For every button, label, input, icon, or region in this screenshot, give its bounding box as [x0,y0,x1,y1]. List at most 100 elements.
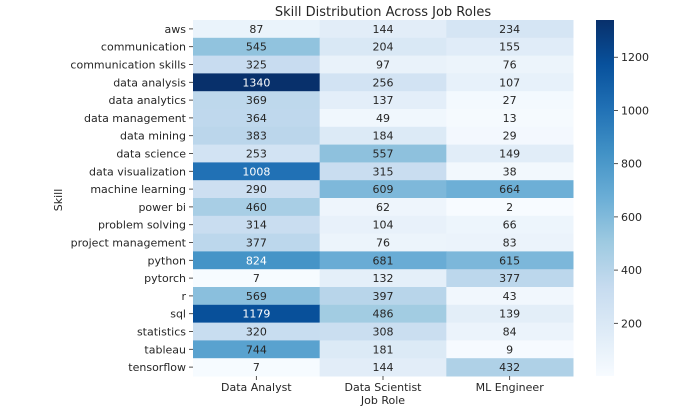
heatmap-cell [193,251,321,270]
cell-value-label: 383 [246,130,267,143]
heatmap-cell [319,126,447,146]
heatmap-cell [319,109,447,128]
row-tick-label: data science [116,148,186,161]
cell-value-label: 609 [373,183,394,196]
heatmap-cell [446,340,574,359]
heatmap-cell [446,162,574,181]
heatmap-cell [193,20,321,39]
heatmap-cell [193,162,321,181]
heatmap-cell [319,144,447,163]
heatmap-cell [446,269,574,288]
cell-value-label: 139 [499,308,520,321]
heatmap-cell [193,126,321,146]
column-tick-label: ML Engineer [476,381,545,394]
heatmap-cell [446,73,574,92]
row-tick-label: communication skills [70,59,186,72]
heatmap-cell [446,180,574,199]
heatmap-cell [446,109,574,128]
cell-value-label: 1008 [242,165,270,178]
cell-value-label: 43 [503,290,517,303]
heatmap-cell [319,20,447,39]
cell-value-label: 824 [246,254,267,267]
row-tick-label: data visualization [89,165,186,178]
heatmap-cell [446,358,574,377]
cell-value-label: 744 [246,343,267,356]
heatmap-cell [319,55,447,74]
colorbar-tick-label: 400 [621,264,642,277]
heatmap-cell [319,215,447,235]
cell-value-label: 97 [376,59,390,72]
cell-value-label: 104 [373,219,394,232]
cell-value-label: 38 [503,165,517,178]
heatmap-cell [446,144,574,163]
cell-value-label: 256 [373,76,394,89]
heatmap-cell [193,144,321,163]
heatmap-cell [193,55,321,74]
y-axis-title: Skill [52,189,65,212]
row-tick-label: aws [165,23,187,36]
row-tick-label: data management [84,112,187,125]
colorbar-gradient [596,20,614,376]
cell-value-label: 1179 [242,308,270,321]
heatmap-cell [446,322,574,341]
row-tick-label: pytorch [144,272,186,285]
heatmap-cell [193,233,321,252]
cell-value-label: 2 [506,201,513,214]
heatmap-cell [193,322,321,341]
heatmap-cell [319,251,447,270]
row-tick-label: sql [170,308,186,321]
cell-value-label: 132 [373,272,394,285]
cell-value-label: 76 [376,237,390,250]
heatmap-cell [319,37,447,57]
cell-value-label: 664 [499,183,520,196]
heatmap-cell [319,198,447,217]
cell-value-label: 7 [253,361,260,374]
heatmap-cell [319,340,447,359]
cell-value-label: 325 [246,59,267,72]
cell-value-label: 1340 [242,76,270,89]
cell-value-label: 615 [499,254,520,267]
heatmap-cell [319,322,447,341]
cell-value-label: 181 [373,343,394,356]
heatmap-cell [193,180,321,199]
cell-value-label: 557 [373,148,394,161]
cell-value-label: 13 [503,112,517,125]
row-tick-label: project management [71,237,187,250]
colorbar-tick-label: 200 [621,317,642,330]
chart-title: Skill Distribution Across Job Roles [275,5,491,20]
cell-value-label: 204 [373,41,394,54]
heatmap-cell [319,304,447,324]
row-tick-label: tensorflow [128,361,186,374]
colorbar-tick-label: 800 [621,158,642,171]
heatmap-cell [319,269,447,288]
heatmap-cell [446,215,574,235]
heatmap-cell [193,269,321,288]
cell-value-label: 66 [503,219,517,232]
heatmap-cell [319,73,447,92]
row-tick-label: data mining [120,130,186,143]
cell-value-label: 290 [246,183,267,196]
cell-value-label: 29 [503,130,517,143]
cell-value-label: 184 [373,130,394,143]
column-tick-labels: Data Analyst Data Scientist ML Engineer [221,376,544,394]
cell-value-label: 397 [373,290,394,303]
heatmap-cell [446,251,574,270]
heatmap-cell [446,37,574,57]
heatmap-cell [319,91,447,110]
heatmap-cell [446,304,574,324]
cell-value-label: 364 [246,112,267,125]
cell-value-label: 377 [499,272,520,285]
cell-value-label: 155 [499,41,520,54]
cell-value-label: 486 [373,308,394,321]
heatmap-cell [446,91,574,110]
heatmap-cell [193,198,321,217]
x-axis-title: Job Role [360,394,405,407]
heatmap-cell [319,180,447,199]
column-tick-label: Data Analyst [221,381,292,394]
heatmap-cell [319,233,447,252]
column-tick-label: Data Scientist [345,381,423,394]
cell-value-label: 315 [373,165,394,178]
cell-value-label: 76 [503,59,517,72]
heatmap-cell [193,37,321,57]
